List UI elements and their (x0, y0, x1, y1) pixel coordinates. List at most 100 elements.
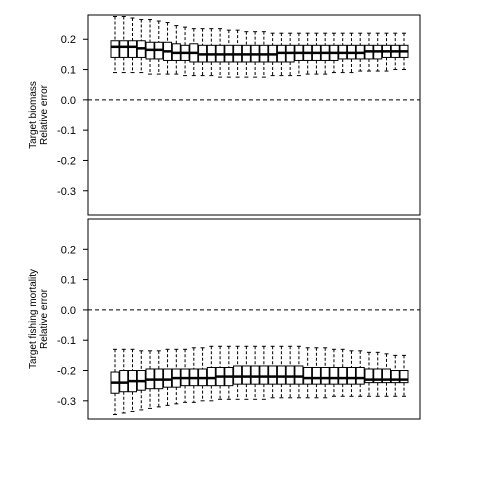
box-7 (163, 348, 173, 406)
box-3 (128, 17, 138, 74)
box-23 (303, 347, 313, 399)
box-17 (250, 345, 260, 400)
box-12 (206, 28, 216, 77)
iqr-box (128, 40, 138, 58)
box-18 (259, 345, 269, 400)
box-17 (250, 31, 260, 78)
iqr-box (276, 365, 286, 385)
iqr-box (119, 40, 129, 58)
y-axis-label-line-1: Target biomass (28, 81, 39, 149)
box-27 (338, 348, 348, 397)
box-21 (285, 345, 295, 399)
iqr-box (250, 365, 260, 385)
box-14 (224, 29, 234, 78)
box-6 (154, 20, 164, 75)
y-tick-label: -0.1 (57, 125, 76, 137)
box-15 (233, 29, 243, 78)
box-series (110, 345, 409, 415)
box-29 (355, 32, 365, 72)
box-6 (154, 350, 164, 408)
box-1 (110, 16, 120, 74)
box-30 (364, 351, 374, 397)
y-tick-label: 0.2 (61, 244, 76, 256)
iqr-box (311, 366, 321, 385)
box-9 (180, 348, 190, 403)
box-10 (189, 28, 199, 77)
y-axis-label-line-2: Relative error (39, 288, 50, 349)
iqr-box (373, 368, 383, 384)
y-tick-label: -0.3 (57, 396, 76, 408)
y-axis-label-line-1: Target fishing mortality (28, 269, 39, 369)
box-4 (136, 19, 146, 74)
box-28 (346, 350, 356, 397)
box-34 (399, 32, 409, 71)
panel-biomass: 0.2 0.1 0.0 -0.1 -0.2 -0.3 Target biomass Rel… (28, 14, 421, 216)
iqr-box (268, 365, 278, 385)
box-23 (303, 32, 313, 75)
box-18 (259, 31, 269, 78)
box-28 (346, 32, 356, 74)
box-2 (119, 348, 129, 414)
iqr-box (329, 366, 339, 385)
iqr-box (241, 365, 251, 385)
iqr-box (259, 365, 269, 385)
box-16 (241, 31, 251, 78)
box-series (110, 16, 409, 78)
y-tick-label: 0.0 (61, 305, 76, 317)
box-26 (329, 32, 339, 74)
iqr-box (303, 366, 313, 385)
box-22 (294, 32, 304, 77)
iqr-box (206, 366, 216, 387)
y-axis: 0.2 0.1 0.0 -0.1 -0.2 -0.3 (57, 34, 88, 198)
iqr-box (294, 365, 304, 385)
box-29 (355, 350, 365, 397)
iqr-box (355, 366, 365, 385)
box-30 (364, 32, 374, 72)
y-tick-label: -0.2 (57, 366, 76, 378)
y-tick-label: 0.0 (61, 95, 76, 107)
box-32 (381, 353, 391, 397)
y-tick-label: 0.2 (61, 34, 76, 46)
box-13 (215, 345, 225, 400)
box-32 (381, 32, 391, 72)
box-25 (320, 32, 330, 75)
box-11 (198, 347, 208, 402)
box-13 (215, 28, 225, 78)
box-8 (171, 25, 181, 75)
box-5 (145, 350, 155, 409)
box-22 (294, 345, 304, 399)
iqr-box (285, 365, 295, 385)
box-31 (373, 32, 383, 72)
y-tick-label: -0.1 (57, 335, 76, 347)
box-16 (241, 345, 251, 400)
box-1 (110, 348, 120, 415)
plot-frame (87, 14, 421, 216)
box-25 (320, 347, 330, 399)
box-19 (268, 32, 278, 77)
y-tick-label: 0.1 (61, 65, 76, 77)
iqr-box (119, 370, 129, 393)
box-20 (276, 345, 286, 399)
box-14 (224, 345, 234, 400)
iqr-box (320, 366, 330, 385)
box-26 (329, 348, 339, 397)
box-11 (198, 28, 208, 77)
box-19 (268, 345, 278, 399)
iqr-box (110, 40, 120, 58)
box-24 (311, 347, 321, 399)
box-2 (119, 16, 129, 74)
box-34 (399, 354, 409, 397)
iqr-box (364, 368, 374, 384)
plot-frame (87, 218, 421, 420)
box-5 (145, 19, 155, 75)
box-15 (233, 345, 243, 400)
box-8 (171, 348, 181, 405)
box-20 (276, 32, 286, 77)
box-33 (390, 354, 400, 397)
box-27 (338, 32, 348, 74)
box-31 (373, 351, 383, 397)
y-tick-label: 0.1 (61, 275, 76, 287)
y-axis-label-line-2: Relative error (39, 84, 50, 145)
box-12 (206, 345, 216, 402)
box-7 (163, 22, 173, 75)
